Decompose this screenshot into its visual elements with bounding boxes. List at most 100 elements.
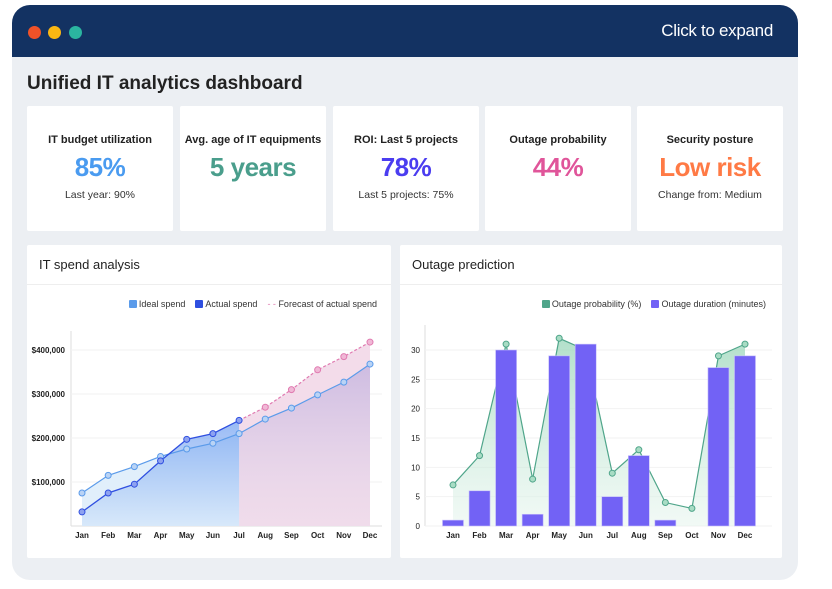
kpi-card[interactable]: Avg. age of IT equipments 5 years	[180, 106, 326, 231]
kpi-card[interactable]: IT budget utilization 85% Last year: 90%	[27, 106, 173, 231]
actual-point	[104, 489, 112, 497]
x-tick-label: Jun	[206, 531, 220, 540]
duration-bar	[495, 349, 517, 527]
actual-area	[82, 420, 240, 526]
ideal-point	[287, 404, 295, 412]
y-tick-label: $200,000	[32, 434, 66, 443]
duration-bar	[707, 367, 730, 527]
duration-bar	[548, 355, 570, 527]
kpi-label: Avg. age of IT equipments	[184, 134, 322, 146]
kpi-label: ROI: Last 5 projects	[354, 134, 458, 146]
probability-point	[529, 475, 537, 483]
kpi-subtext: Change from: Medium	[658, 189, 762, 201]
legend-duration[interactable]: Outage duration (minutes)	[651, 299, 766, 309]
panel-title: Outage prediction	[412, 257, 515, 272]
duration-bar	[468, 490, 491, 527]
duration-bar	[574, 343, 597, 527]
y-tick-label: 15	[411, 434, 420, 443]
spend-legend: Ideal spend Actual spend - - Forecast of…	[128, 299, 377, 309]
kpi-value: 44%	[532, 152, 584, 182]
outage-panel: Outage prediction Outage probability (%)…	[400, 245, 782, 558]
probability-point	[741, 340, 749, 348]
probability-point	[688, 504, 696, 512]
probability-point	[555, 334, 563, 342]
x-tick-label: Feb	[472, 531, 486, 540]
x-tick-label: Nov	[711, 531, 727, 540]
probability-point	[476, 452, 484, 460]
minimize-dot-icon[interactable]	[48, 26, 61, 39]
x-tick-label: Aug	[631, 531, 647, 540]
ideal-point	[261, 415, 269, 423]
x-tick-label: Sep	[284, 531, 299, 540]
ideal-point	[209, 439, 217, 447]
x-tick-label: Mar	[127, 531, 141, 540]
actual-point	[78, 508, 86, 516]
outage-chart: 0 5 10 15 20 25 30 Jan Feb Mar Apr May Jun Jul Aug Sep O…	[411, 325, 772, 540]
kpi-card[interactable]: Outage probability 44%	[485, 106, 631, 231]
forecast-point	[287, 386, 295, 394]
spend-panel: IT spend analysis Ideal spend Actual spe…	[27, 245, 391, 558]
page-title: Unified IT analytics dashboard	[27, 73, 303, 94]
forecast-point	[261, 403, 269, 411]
kpi-card[interactable]: ROI: Last 5 projects 78% Last 5 projects…	[333, 106, 479, 231]
y-tick-label: $400,000	[32, 346, 66, 355]
probability-area	[453, 338, 745, 526]
close-dot-icon[interactable]	[28, 26, 41, 39]
ideal-point	[104, 471, 112, 479]
maximize-dot-icon[interactable]	[69, 26, 82, 39]
duration-bar	[442, 519, 464, 527]
expand-button[interactable]: Click to expand	[661, 21, 773, 40]
ideal-point	[366, 360, 374, 368]
kpi-subtext: Last 5 projects: 75%	[358, 189, 454, 201]
ideal-area-future	[239, 364, 370, 526]
y-tick-label: 20	[411, 405, 420, 414]
legend-actual[interactable]: Actual spend	[195, 299, 257, 309]
x-tick-label: Apr	[526, 531, 540, 540]
ideal-line	[81, 363, 371, 494]
x-tick-label: Jul	[606, 531, 618, 540]
forecast-line	[238, 341, 371, 421]
kpi-value: Low risk	[659, 152, 761, 182]
ideal-point	[78, 489, 86, 497]
ideal-point	[235, 430, 243, 438]
kpi-subtext: Last year: 90%	[64, 189, 136, 201]
kpi-label: Outage probability	[509, 134, 607, 146]
x-tick-label: Nov	[336, 531, 352, 540]
legend-probability[interactable]: Outage probability (%)	[541, 299, 641, 309]
legend-ideal[interactable]: Ideal spend	[128, 299, 185, 309]
y-tick-label: $300,000	[32, 390, 66, 399]
x-tick-label: Jan	[446, 531, 460, 540]
legend-forecast[interactable]: - - Forecast of actual spend	[267, 299, 377, 309]
spend-chart: $100,000 $200,000 $300,000 $400,000 Jan Feb Ma…	[32, 331, 382, 540]
kpi-label: IT budget utilization	[48, 134, 152, 146]
forecast-point	[314, 366, 322, 374]
x-tick-label: Oct	[311, 531, 325, 540]
x-tick-label: Aug	[257, 531, 273, 540]
x-tick-label: Oct	[685, 531, 699, 540]
x-tick-label: Sep	[658, 531, 673, 540]
kpi-value: 78%	[380, 152, 432, 182]
duration-bar	[601, 496, 624, 527]
kpi-card[interactable]: Security posture Low risk Change from: M…	[637, 106, 783, 231]
x-tick-label: Jul	[233, 531, 245, 540]
y-tick-label: 25	[411, 375, 420, 384]
x-tick-label: Mar	[499, 531, 513, 540]
x-tick-label: Jun	[579, 531, 593, 540]
dashboard-window: Click to expand Unified IT analytics das…	[12, 5, 798, 580]
y-tick-label: 0	[416, 522, 421, 531]
outage-legend: Outage probability (%) Outage duration (…	[541, 299, 766, 309]
duration-bar	[734, 355, 756, 527]
y-tick-label: 5	[416, 493, 421, 502]
x-tick-label: May	[179, 531, 195, 540]
duration-bar	[521, 513, 544, 527]
actual-point	[209, 430, 217, 438]
x-tick-label: May	[551, 531, 567, 540]
kpi-value: 5 years	[209, 152, 297, 182]
actual-point	[235, 416, 243, 424]
x-tick-label: Apr	[154, 531, 168, 540]
ideal-point	[340, 378, 348, 386]
forecast-point	[340, 353, 348, 361]
probability-point	[502, 340, 510, 348]
duration-bar	[654, 519, 677, 527]
actual-point	[157, 457, 165, 465]
